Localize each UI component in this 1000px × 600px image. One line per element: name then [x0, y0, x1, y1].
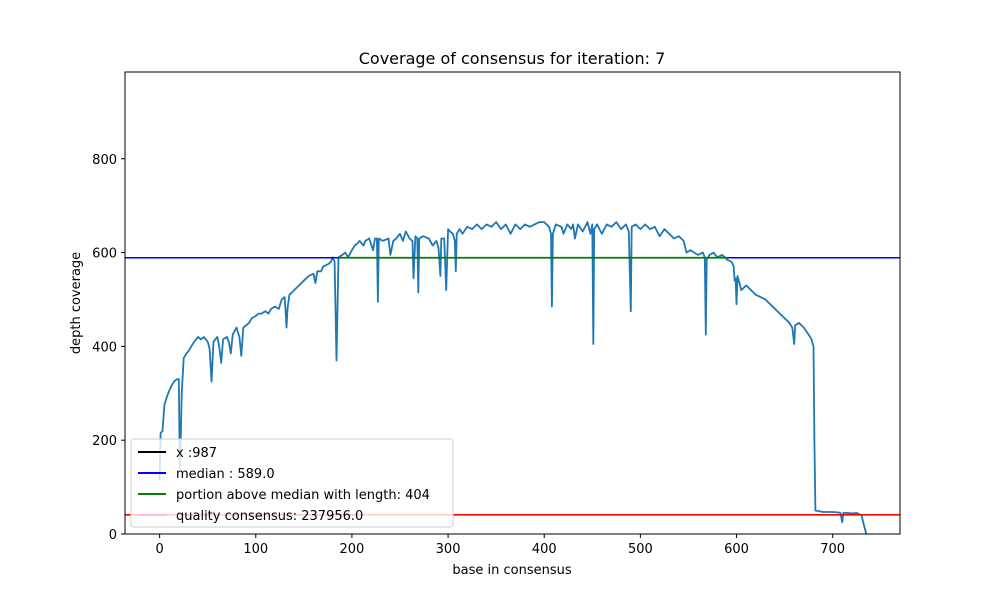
- legend: x :987 median : 589.0 portion above median…: [130, 438, 454, 528]
- x-tick-label: 700: [820, 542, 845, 557]
- legend-label: x :987: [176, 446, 217, 461]
- x-tick-label: 100: [243, 542, 268, 557]
- x-tick-label: 600: [724, 542, 749, 557]
- coverage-layer: [158, 221, 868, 535]
- legend-items: x :987 median : 589.0 portion above median…: [138, 446, 430, 524]
- x-axis-ticks: 0 100 200 300 400 500 600 700: [155, 534, 845, 557]
- y-tick-label: 400: [92, 340, 117, 355]
- y-tick-label: 800: [92, 153, 117, 168]
- y-tick-label: 200: [92, 434, 117, 449]
- legend-label: portion above median with length: 404: [176, 488, 430, 503]
- x-tick-label: 400: [532, 542, 557, 557]
- x-tick-label: 0: [155, 542, 163, 557]
- plot-frame: [124, 71, 901, 535]
- legend-box: [130, 438, 454, 528]
- x-tick-label: 200: [340, 542, 365, 557]
- x-tick-label: 300: [436, 542, 461, 557]
- x-axis-label: base in consensus: [452, 563, 571, 578]
- legend-label: median : 589.0: [176, 467, 275, 482]
- y-axis-ticks: 0 200 400 600 800: [92, 153, 125, 543]
- y-axis-label: depth coverage: [69, 252, 84, 354]
- coverage-series-line: [158, 221, 868, 535]
- chart-title: Coverage of consensus for iteration: 7: [359, 49, 666, 68]
- x-tick-label: 500: [628, 542, 653, 557]
- y-tick-label: 0: [109, 528, 117, 543]
- legend-label: quality consensus: 237956.0: [176, 509, 363, 524]
- y-tick-label: 600: [92, 247, 117, 262]
